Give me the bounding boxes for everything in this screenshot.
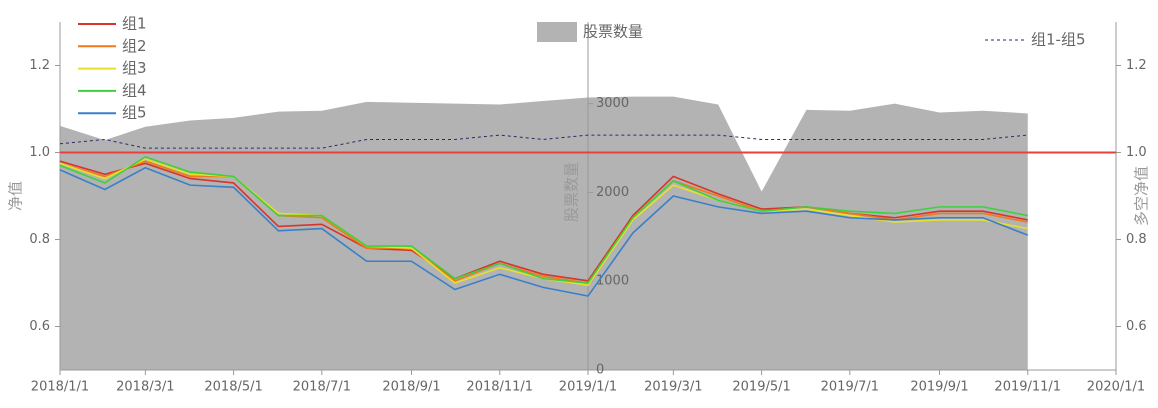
x-tick-label: 2018/7/1 [293,380,351,395]
x-tick-label: 2019/11/1 [994,380,1061,395]
legend-label: 组3 [122,59,147,77]
y-tick-label: 0.8 [29,232,50,247]
x-tick-label: 2019/9/1 [910,380,968,395]
x-tick-label: 2019/5/1 [732,380,790,395]
x-tick-label: 2018/5/1 [204,380,262,395]
legend-label: 组2 [122,37,147,55]
y2-tick-label: 1.2 [1126,58,1147,73]
y3-tick-label: 2000 [596,185,629,200]
legend-label: 组1-组5 [1031,31,1086,49]
line [59,166,1029,297]
x-tick-label: 2019/1/1 [559,380,617,395]
legend-label: 组4 [122,81,147,99]
x-tick-label: 2019/7/1 [821,380,879,395]
legend-swatch [537,22,577,42]
x-tick-label: 2018/3/1 [116,380,174,395]
y2-tick-label: 0.6 [1126,319,1147,334]
x-tick-label: 2018/1/1 [31,380,89,395]
area [60,96,1028,371]
y-tick-label: 1.2 [29,58,50,73]
y3-axis-title: 股票数量 [563,162,581,222]
line [59,155,1028,284]
legend-label: 组5 [122,104,147,122]
x-tick-label: 2019/3/1 [644,380,702,395]
y-tick-label: 1.0 [29,145,50,160]
x-tick-label: 2018/9/1 [382,380,440,395]
y-tick-label: 0.6 [29,319,50,334]
x-tick-label: 2018/11/1 [466,380,533,395]
y3-tick-label: 3000 [596,96,629,111]
y3-tick-label: 1000 [596,274,629,289]
x-tick-label: 2020/1/1 [1087,380,1145,395]
y-axis-title: 净值 [7,181,25,211]
y3-tick-label: 0 [596,363,604,378]
legend-label: 组1 [122,15,147,33]
y2-tick-label: 1.0 [1126,145,1147,160]
y2-axis-title: 多空净值 [1133,166,1151,226]
legend-label: 股票数量 [583,23,643,41]
y2-tick-label: 0.8 [1126,232,1147,247]
